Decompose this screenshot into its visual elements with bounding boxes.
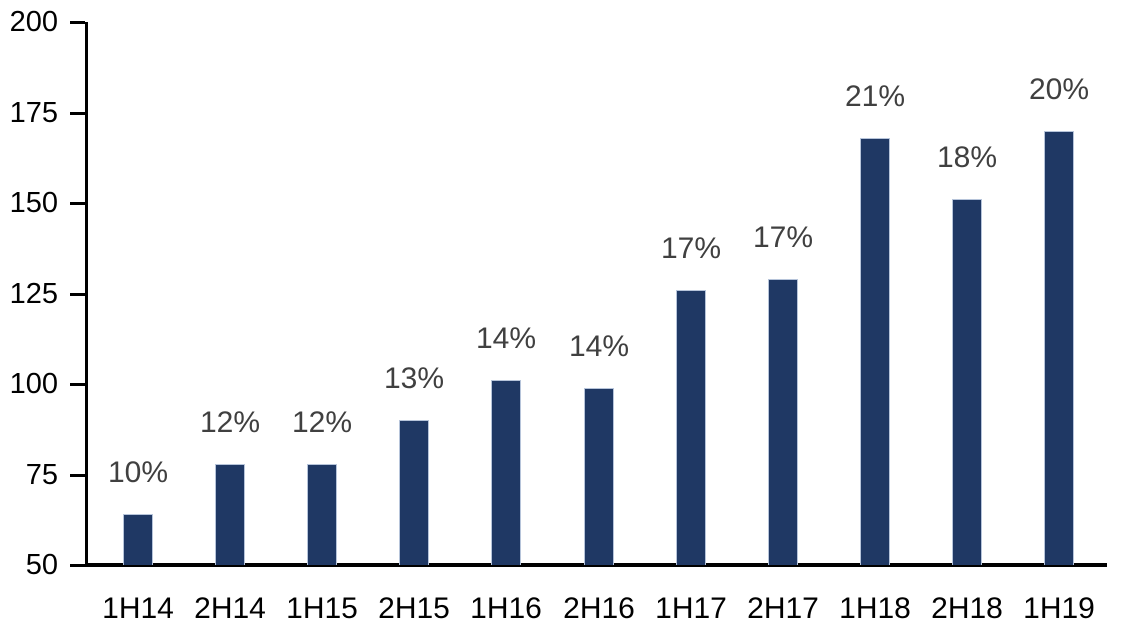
bar-value-label: 20%: [1028, 73, 1090, 106]
x-axis-line: [85, 563, 1107, 567]
y-axis-tick-label: 200: [9, 6, 58, 38]
bar: [1044, 131, 1074, 565]
y-axis-tick-label: 75: [25, 459, 58, 491]
y-axis-tick: [70, 293, 85, 296]
y-axis-tick: [70, 564, 85, 567]
bar: [768, 279, 798, 565]
y-axis-line: [85, 22, 88, 567]
y-axis-tick: [70, 474, 85, 477]
x-axis-category-label: 2H15: [378, 592, 450, 625]
bar: [584, 388, 614, 565]
bar-value-label: 17%: [752, 221, 814, 254]
y-axis-tick: [70, 202, 85, 205]
x-axis-category-label: 1H17: [655, 592, 727, 625]
y-axis-tick: [70, 112, 85, 115]
y-axis-tick: [70, 383, 85, 386]
bar-value-label: 10%: [107, 456, 169, 489]
bar-value-label: 14%: [475, 322, 537, 355]
y-axis-tick-label: 100: [9, 368, 58, 400]
bar: [399, 420, 429, 565]
x-axis-category-label: 1H18: [839, 592, 911, 625]
y-axis-tick-label: 150: [9, 187, 58, 219]
y-axis-tick-label: 125: [9, 278, 58, 310]
bar-value-label: 13%: [383, 362, 445, 395]
x-axis-category-label: 2H16: [563, 592, 635, 625]
bar-value-label: 21%: [844, 80, 906, 113]
y-axis-tick-label: 50: [25, 549, 58, 581]
x-axis-category-label: 1H19: [1023, 592, 1095, 625]
y-axis-tick-label: 175: [9, 97, 58, 129]
bar: [860, 138, 890, 565]
bar-value-label: 12%: [291, 406, 353, 439]
x-axis-category-label: 1H15: [286, 592, 358, 625]
bar: [123, 514, 153, 565]
bar: [676, 290, 706, 565]
bar: [215, 464, 245, 565]
x-axis-category-label: 2H17: [747, 592, 819, 625]
y-axis-tick: [70, 21, 85, 24]
x-axis-category-label: 1H14: [102, 592, 174, 625]
bar-value-label: 18%: [936, 141, 998, 174]
bar-value-label: 14%: [568, 330, 630, 363]
bar: [491, 380, 521, 565]
bar-value-label: 17%: [660, 232, 722, 265]
x-axis-category-label: 2H14: [194, 592, 266, 625]
bar: [952, 199, 982, 565]
bar-value-label: 12%: [199, 406, 261, 439]
bar: [307, 464, 337, 565]
x-axis-category-label: 2H18: [931, 592, 1003, 625]
x-axis-category-label: 1H16: [470, 592, 542, 625]
